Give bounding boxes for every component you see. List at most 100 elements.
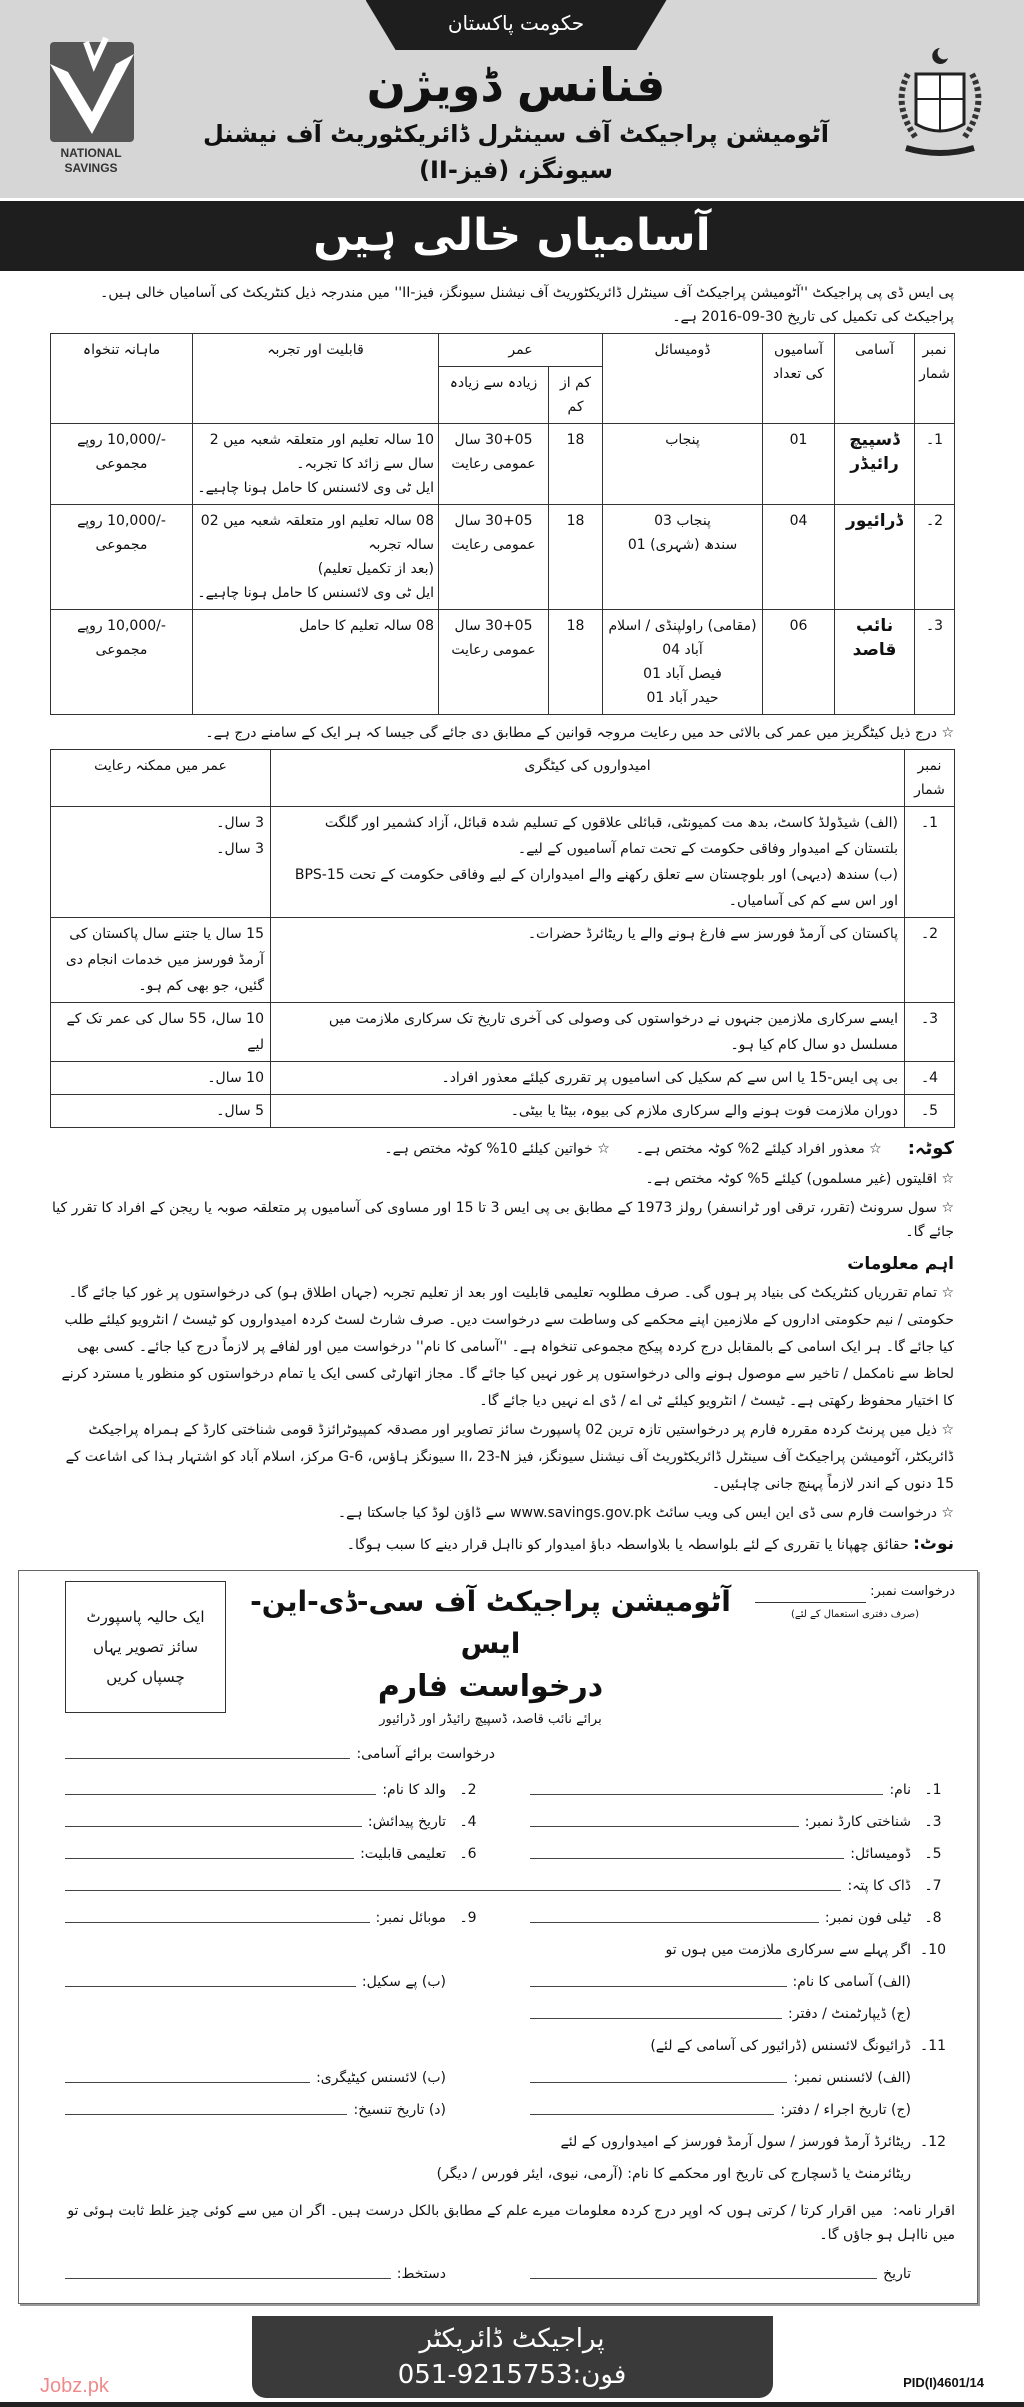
salary: -/10,000 روپے مجموعی	[50, 504, 193, 610]
form-subtitle: برائے نائب قاصد، ڈسپیچ رائیڈر اور ڈرائیو…	[379, 1712, 602, 1727]
license-category-field[interactable]: (ب) لائسنس کیٹیگری:	[65, 2063, 490, 2089]
age-min: 18	[548, 609, 604, 715]
cnic-field[interactable]: 3۔ شناختی کارڈ نمبر:	[530, 1807, 955, 1833]
dob-field[interactable]: 4۔ تاریخ پیدائش:	[65, 1807, 490, 1833]
col-serial: نمبر شمار	[914, 333, 956, 424]
domicile-line: حیدر آباد 01	[646, 690, 719, 706]
relaxation-line: 3 سال۔	[216, 815, 264, 831]
age-max-line: عمومی رعایت	[451, 537, 536, 553]
name-field[interactable]: 1۔ نام:	[530, 1775, 955, 1801]
post: ڈسپیچ رائیڈر	[834, 423, 916, 505]
page-subtitle: آٹومیشن پراجیکٹ آف سینٹرل ڈائریکٹوریٹ آف…	[202, 120, 830, 184]
table-row: 1۔ ڈسپیچ رائیڈر 01 پنجاب 18 30+05 سال عمو…	[50, 423, 956, 505]
important-bullet: ☆ درخواست فارم سی ڈی این ایس کی ویب سائٹ…	[337, 1505, 954, 1521]
quota-item: ☆ اقلیتوں (غیر مسلموں) کیلئے 5% کوٹہ مخت…	[645, 1171, 954, 1187]
national-savings-logo: NATIONAL SAVINGS	[36, 34, 146, 175]
age-max-line: 30+05 سال	[454, 618, 533, 634]
salary: -/10,000 روپے مجموعی	[50, 609, 193, 715]
qualification-line: ایل ٹی وی لائسنس کا حامل ہونا چاہیے۔	[197, 480, 434, 496]
pid-number: PID(I)4601/14	[903, 2375, 984, 2390]
application-number-label: درخواست نمبر:	[870, 1584, 955, 1599]
form-name: درخواست فارم	[377, 1669, 604, 1704]
category: دوران ملازمت فوت ہونے والے سرکاری ملازم …	[270, 1094, 905, 1128]
col-count: آسامیوں کی تعداد	[762, 333, 836, 424]
qualification-line: ایل ٹی وی لائسنس کا حامل ہونا چاہیے۔	[197, 585, 434, 601]
qualification-line: 08 سالہ تعلیم اور متعلقہ شعبہ میں 02 سال…	[200, 513, 434, 553]
date-field[interactable]: تاریخ	[530, 2259, 955, 2285]
age-max: 30+05 سال عمومی رعایت	[437, 609, 550, 715]
age-min: 18	[548, 504, 604, 610]
form-title: آٹومیشن پراجیکٹ آف سی-ڈی-این-ایس	[250, 1585, 731, 1660]
serial: 3۔	[914, 609, 956, 715]
application-form: درخواست نمبر: (صرف دفتری استعمال کے لئے)…	[18, 1570, 978, 2304]
civil-servant-rule: ☆ سول سرونٹ (تقرر، ترقی اور ٹرانسفر) رول…	[51, 1200, 954, 1240]
col-category: امیدواروں کی کیٹگری	[270, 749, 905, 807]
serial: 4۔	[904, 1061, 955, 1095]
table-row: 4۔ بی پی ایس-15 یا اس سے کم سکیل کی اسام…	[50, 1061, 955, 1095]
important-heading: اہم معلومات	[847, 1254, 954, 1274]
age-max-line: عمومی رعایت	[451, 642, 536, 658]
bottom-border	[0, 2402, 1024, 2407]
note-label: نوٹ:	[913, 1534, 954, 1554]
license-number-field[interactable]: (الف) لائسنس نمبر:	[530, 2063, 955, 2089]
photo-box: ایک حالیہ پاسپورٹ سائز تصویر یہاں چسپاں …	[65, 1581, 226, 1713]
col-domicile: ڈومیسائل	[602, 333, 764, 424]
postal-address-field[interactable]: 7۔ ڈاک کا پتہ:	[65, 1871, 955, 1897]
department-field[interactable]: (ج) ڈیپارٹمنٹ / دفتر:	[530, 1999, 955, 2025]
category: ایسے سرکاری ملازمین جنہوں نے درخواستوں ک…	[270, 1002, 905, 1062]
table-row: 5۔ دوران ملازمت فوت ہونے والے سرکاری ملا…	[50, 1094, 955, 1128]
domicile-field[interactable]: 5۔ ڈومیسائل:	[530, 1839, 955, 1865]
designation: پراجیکٹ ڈائریکٹر	[419, 2324, 605, 2354]
age-max: 30+05 سال عمومی رعایت	[437, 504, 550, 610]
declaration: اقرار نامہ:میں اقرار کرتا / کرتی ہوں کہ …	[65, 2199, 955, 2247]
serial: 2۔	[904, 917, 955, 1003]
domicile-line: (مقامی) راولپنڈی / اسلام آباد 04	[608, 618, 757, 658]
col-qualification: قابلیت اور تجربہ	[192, 333, 439, 424]
position-field[interactable]: درخواست برائے آسامی:	[65, 1739, 495, 1765]
footer-contact: پراجیکٹ ڈائریکٹر فون:051-9215753	[251, 2316, 773, 2398]
relaxation: 5 سال۔	[50, 1094, 271, 1128]
age-max-line: عمومی رعایت	[451, 456, 536, 472]
serial: 5۔	[904, 1094, 955, 1128]
father-name-field[interactable]: 2۔ والد کا نام:	[65, 1775, 490, 1801]
qualification: 08 سالہ تعلیم اور متعلقہ شعبہ میں 02 سال…	[192, 504, 439, 610]
age-min: 18	[548, 423, 604, 505]
quota-item: ☆ خواتین کیلئے 10% کوٹہ مختص ہے۔	[384, 1141, 610, 1157]
mobile-field[interactable]: 9۔ موبائل نمبر:	[65, 1903, 490, 1929]
license-issue-field[interactable]: (ج) تاریخ اجراء / دفتر:	[530, 2095, 955, 2121]
domicile: (مقامی) راولپنڈی / اسلام آباد 04 فیصل آبا…	[602, 609, 764, 715]
table-row: 2۔ ڈرائیور 04 پنجاب 03 سندھ (شہری) 01 18 …	[50, 504, 956, 610]
category: بی پی ایس-15 یا اس سے کم سکیل کی اسامیوں…	[270, 1061, 905, 1095]
age-relaxation-note: ☆ درج ذیل کیٹگریز میں عمر کی بالائی حد م…	[205, 725, 954, 741]
vacancies-table: نمبر شمار آسامی آسامیوں کی تعداد ڈومیسائ…	[50, 333, 956, 715]
category-line: (الف) شیڈولڈ کاسٹ، بدھ مت کمیونٹی، قبائل…	[324, 815, 898, 857]
govt-employee-heading: 10۔ اگر پہلے سے سرکاری ملازمت میں ہوں تو	[665, 1942, 947, 1958]
category: (الف) شیڈولڈ کاسٹ، بدھ مت کمیونٹی، قبائل…	[270, 806, 905, 918]
count: 01	[762, 423, 836, 505]
age-relaxation-table: نمبر شمار امیدواروں کی کیٹگری عمر میں مم…	[50, 749, 955, 1128]
col-serial: نمبر شمار	[904, 749, 955, 807]
retirement-date-field[interactable]: ریٹائرمنٹ یا ڈسچارج کی تاریخ اور محکمے ک…	[436, 2166, 911, 2182]
pay-scale-field[interactable]: (ب) پے سکیل:	[65, 1967, 490, 1993]
relaxation-line: 3 سال۔	[216, 841, 264, 857]
domicile: پنجاب	[602, 423, 764, 505]
post-name-field[interactable]: (الف) آسامی کا نام:	[530, 1967, 955, 1993]
table-row: 2۔ پاکستان کی آرمڈ فورسز سے فارغ ہونے وا…	[50, 917, 955, 1003]
qualification-line: 08 سالہ تعلیم کا حامل	[299, 618, 434, 634]
telephone-field[interactable]: 8۔ ٹیلی فون نمبر:	[530, 1903, 955, 1929]
col-age: عمر	[437, 333, 604, 367]
application-number-note: (صرف دفتری استعمال کے لئے)	[790, 1609, 920, 1620]
education-field[interactable]: 6۔ تعلیمی قابلیت:	[65, 1839, 490, 1865]
government-label: حکومت پاکستان	[365, 0, 667, 50]
application-number-field[interactable]: درخواست نمبر:	[755, 1581, 955, 1603]
important-bullet: ☆ ذیل میں پرنٹ کردہ مقررہ فارم پر درخواس…	[65, 1422, 954, 1492]
signature-field[interactable]: دستخط:	[65, 2259, 490, 2285]
relaxation: 15 سال یا جتنے سال پاکستان کی آرمڈ فورسز…	[50, 917, 271, 1003]
col-salary: ماہانہ تنخواہ	[50, 333, 193, 424]
retired-forces-heading: 12۔ ریٹائرڈ آرمڈ فورسز / سول آرمڈ فورسز ک…	[560, 2134, 947, 2150]
serial: 1۔	[914, 423, 956, 505]
salary: -/10,000 روپے مجموعی	[50, 423, 193, 505]
license-expiry-field[interactable]: (د) تاریخ تنسیخ:	[65, 2095, 490, 2121]
pakistan-emblem-icon	[886, 44, 994, 164]
